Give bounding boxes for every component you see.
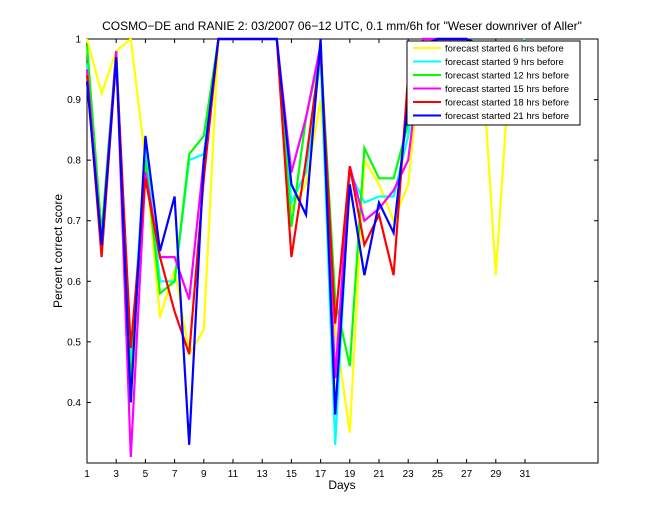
legend: forecast started 6 hrs before forecast st… [406,40,581,126]
y-tick-label: 0.9 [67,95,81,106]
x-tick-label: 15 [286,469,298,480]
series-line-6 [85,37,526,445]
y-tick-label: 0.6 [67,277,81,288]
y-tick-label: 0.8 [67,156,81,167]
y-tick-label: 1 [75,35,81,46]
y-tick-label: 0.5 [67,337,81,348]
y-tick-label: 0.7 [67,216,81,227]
x-tick-label: 3 [113,469,119,480]
chart-title: COSMO−DE and RANIE 2: 03/2007 06−12 UTC,… [102,19,582,33]
legend-box [406,40,581,126]
x-axis-label: Days [328,478,355,492]
legend-entry: forecast started 12 hrs before [445,71,569,82]
x-tick-label: 17 [315,469,327,480]
x-tick-label: 13 [257,469,269,480]
y-tick-label: 0.4 [67,398,81,409]
x-tick-label: 19 [344,469,356,480]
legend-entry: forecast started 9 hrs before [445,57,564,68]
x-tick-label: 1 [84,469,90,480]
x-tick-label: 7 [172,469,178,480]
x-tick-label: 23 [403,469,415,480]
legend-entry: forecast started 6 hrs before [445,44,564,55]
x-tick-label: 11 [228,469,239,480]
y-axis-ticks: 0.4 0.5 0.6 0.7 0.8 0.9 1 [67,35,598,409]
y-axis-label: Percent correct score [51,194,65,308]
x-tick-label: 25 [432,469,444,480]
x-tick-label: 27 [461,469,473,480]
x-axis-ticks: 1 3 5 7 9 11 13 15 17 19 21 23 25 27 29 31 [84,39,531,480]
legend-entry: forecast started 15 hrs before [445,84,569,95]
x-tick-label: 21 [373,469,385,480]
x-tick-label: 31 [519,469,531,480]
x-tick-label: 5 [143,469,149,480]
x-tick-label: 29 [490,469,502,480]
legend-entry: forecast started 21 hrs before [445,111,569,122]
series-lines [85,36,527,457]
legend-entry: forecast started 18 hrs before [445,98,569,109]
x-tick-label: 9 [201,469,207,480]
